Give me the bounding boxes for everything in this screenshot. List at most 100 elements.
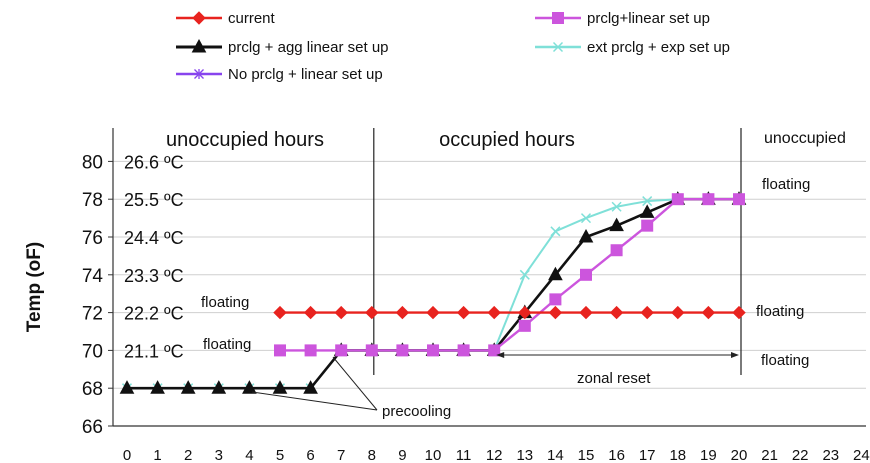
legend-entry: current [176,10,276,27]
x-tick-label: 11 [456,447,472,463]
triangle-marker [578,228,594,243]
triangle-marker [609,217,624,232]
diamond-marker [303,305,318,320]
floating-label: floating [756,303,804,320]
celsius-label: 26.6 ºC [124,152,184,172]
x-tick-label: 6 [306,447,314,463]
square-marker [365,344,378,357]
diamond-marker [487,305,501,320]
y-tick-label: 76 [82,228,103,249]
x-tick-label: 2 [184,447,192,463]
y-tick-label: 74 [82,266,104,287]
diamond-marker [426,305,440,320]
x-tick-label: 0 [123,447,131,463]
x-tick-label: 16 [608,447,625,463]
triangle-marker [548,266,563,281]
square-marker [335,344,348,357]
y-tick-label: 70 [82,341,103,362]
x-tick-label: 1 [153,447,161,463]
legend-label: ext prclg + exp set up [587,39,730,56]
x-tick-label: 3 [215,447,223,463]
diamond-marker [640,305,654,320]
diamond-marker [334,305,348,320]
legend-label: No prclg + linear set up [228,66,383,83]
series-0 [273,305,746,320]
series-line [280,197,739,352]
diamond-marker [273,305,287,320]
square-marker [304,344,317,357]
triangle-marker [242,380,257,394]
legend-entry: No prclg + linear set up [176,66,383,83]
pointer-line [251,391,378,411]
celsius-label: 21.1 ºC [124,341,184,361]
legend-entry: prclg+linear set up [535,10,710,27]
region-label: occupied hours [439,129,575,151]
precooling-label: precooling [382,403,451,420]
x-tick-label: 18 [669,447,686,463]
arrow-head [731,352,739,358]
diamond-marker [456,305,471,320]
legend: current prclg + agg linear set up No prclg… [176,10,730,83]
y-tick-label: 68 [82,379,103,400]
triangle-marker [150,380,165,394]
triangle-marker [303,380,318,394]
x-tick-label: 7 [337,447,345,463]
square-marker [457,344,470,357]
x-tick-label: 10 [425,447,442,463]
precooling-pointer [251,356,378,411]
square-marker [396,344,409,357]
celsius-label: 22.2 ºC [124,304,184,324]
diamond-marker [732,305,746,320]
legend-label: prclg + agg linear set up [228,39,389,56]
x-tick-label: 15 [578,447,595,463]
y-axis-label: Temp (oF) [24,242,45,332]
region-label: unoccupied [764,130,846,147]
x-tick-label: 23 [822,447,839,463]
x-tick-label: 13 [516,447,533,463]
diamond-marker [518,305,532,320]
legend-entry: prclg + agg linear set up [176,38,389,56]
x-marker [519,269,530,280]
diamond-marker [395,305,410,320]
x-marker [580,213,592,224]
square-marker [427,344,439,357]
square-marker [274,344,286,357]
y-tick-label: 80 [82,152,103,173]
x-tick-label: 12 [486,447,503,463]
annotations: floating floating floating floating floating… [201,176,810,420]
x-tick-label: 8 [368,447,376,463]
x-tick-label: 4 [245,447,253,463]
arrow-head [496,352,505,358]
diamond-marker [671,305,685,320]
diamond-marker [365,305,379,320]
diamond-marker [548,305,563,320]
x-tick-label: 22 [792,447,809,463]
diamond-marker [701,305,716,320]
x-tick-label: 24 [853,447,870,463]
x-tick-label: 21 [761,447,778,463]
diamond-marker [579,305,593,320]
triangle-marker [119,380,135,394]
x-tick-label: 5 [276,447,284,463]
floating-label: floating [203,336,251,353]
zonal-reset-arrow [496,352,739,358]
legend-label: prclg+linear set up [587,10,710,27]
series-1 [274,193,745,357]
y-tick-label: 66 [82,417,103,438]
x-tick-label: 9 [398,447,406,463]
square-marker [580,268,592,281]
floating-label: floating [761,352,809,369]
square-marker [671,193,684,206]
floating-label: floating [201,294,249,311]
region-label: unoccupied hours [166,129,324,151]
x-marker [552,41,564,53]
legend-entry: ext prclg + exp set up [535,39,730,56]
square-marker [733,193,745,206]
square-marker [518,319,531,332]
celsius-label: 24.4 ºC [124,228,184,248]
pointer-line [332,356,378,411]
diamond-marker [609,305,624,320]
diamond-marker [192,11,206,25]
x-tick-label: 20 [731,447,748,463]
